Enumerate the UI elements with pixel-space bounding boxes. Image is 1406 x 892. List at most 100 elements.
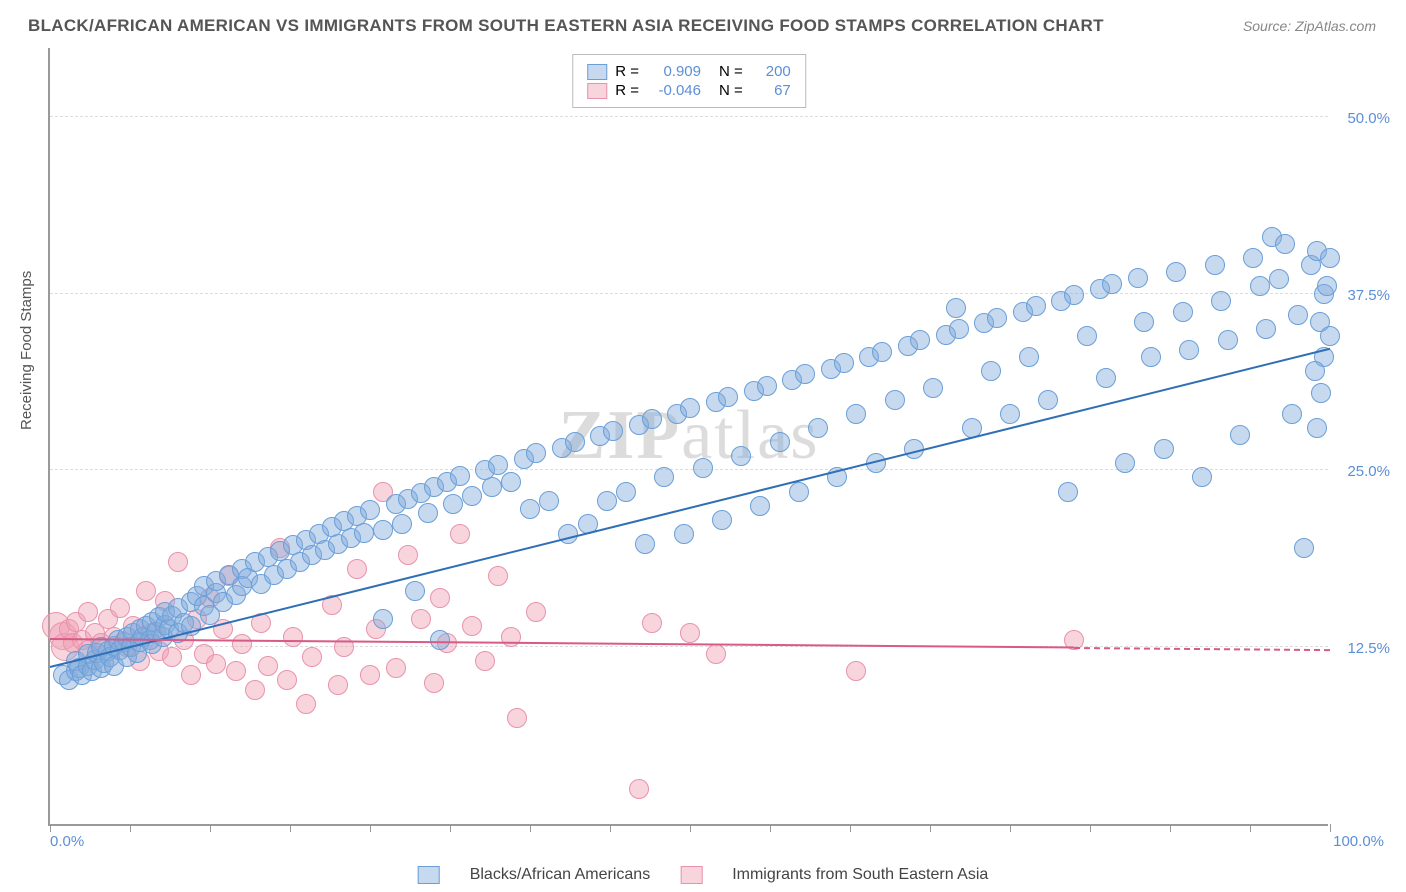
legend-label-blue: Blacks/African Americans [470,866,651,884]
y-tick-label: 12.5% [1347,640,1390,657]
scatter-point [718,387,738,407]
legend-swatch-pink [680,866,702,884]
scatter-point [1320,248,1340,268]
scatter-point [1211,291,1231,311]
scatter-point [1128,268,1148,288]
scatter-point [443,494,463,514]
scatter-point [1026,296,1046,316]
scatter-point [635,534,655,554]
x-tickmark [1010,824,1011,832]
x-tickmark [290,824,291,832]
y-tick-label: 37.5% [1347,287,1390,304]
scatter-point [654,467,674,487]
x-tickmark [610,824,611,832]
scatter-point [354,523,374,543]
scatter-point [558,524,578,544]
scatter-point [949,319,969,339]
scatter-point [347,559,367,579]
scatter-point [1311,383,1331,403]
scatter-point [706,644,726,664]
x-tickmark [1330,824,1331,832]
scatter-point [296,694,316,714]
scatter-point [1230,425,1250,445]
scatter-point [1307,418,1327,438]
scatter-point [283,627,303,647]
scatter-point [981,361,1001,381]
scatter-point [328,675,348,695]
scatter-point [277,670,297,690]
scatter-point [910,330,930,350]
scatter-point [1294,538,1314,558]
scatter-point [373,520,393,540]
scatter-point [1000,404,1020,424]
scatter-point [1058,482,1078,502]
x-tickmark [50,824,51,832]
scatter-point [398,545,418,565]
scatter-point [680,623,700,643]
scatter-point [789,482,809,502]
scatter-point [78,602,98,622]
scatter-point [110,598,130,618]
x-tickmark [930,824,931,832]
scatter-point [565,432,585,452]
scatter-point [1154,439,1174,459]
scatter-plot: ZIPatlas R = 0.909 N = 200 R = -0.046 N … [48,48,1328,826]
x-tickmark [1250,824,1251,832]
scatter-point [1166,262,1186,282]
scatter-point [462,616,482,636]
scatter-point [405,581,425,601]
scatter-point [206,654,226,674]
scatter-point [1141,347,1161,367]
swatch-pink [587,83,607,99]
x-tickmark [770,824,771,832]
scatter-point [1192,467,1212,487]
scatter-point [1275,234,1295,254]
scatter-point [418,503,438,523]
scatter-point [757,376,777,396]
scatter-point [539,491,559,511]
x-tickmark [850,824,851,832]
legend-label-pink: Immigrants from South Eastern Asia [732,866,988,884]
gridline [50,293,1328,294]
scatter-point [846,661,866,681]
scatter-point [1096,368,1116,388]
scatter-point [1317,276,1337,296]
x-tickmark [130,824,131,832]
stats-legend: R = 0.909 N = 200 R = -0.046 N = 67 [572,54,806,108]
scatter-point [629,779,649,799]
scatter-point [642,613,662,633]
scatter-point [946,298,966,318]
x-tickmark [690,824,691,832]
scatter-point [386,658,406,678]
scatter-point [1115,453,1135,473]
scatter-point [424,673,444,693]
source-text: Source: ZipAtlas.com [1243,18,1376,34]
scatter-point [1019,347,1039,367]
scatter-point [462,486,482,506]
scatter-point [450,466,470,486]
x-tickmark [450,824,451,832]
scatter-point [987,308,1007,328]
trend-line-dash [1074,647,1330,651]
legend-swatch-blue [418,866,440,884]
stats-row-pink: R = -0.046 N = 67 [587,82,791,99]
x-tickmark [370,824,371,832]
scatter-point [808,418,828,438]
scatter-point [1205,255,1225,275]
scatter-point [501,627,521,647]
scatter-point [885,390,905,410]
scatter-point [507,708,527,728]
scatter-point [302,647,322,667]
scatter-point [392,514,412,534]
y-tick-label: 50.0% [1347,110,1390,127]
scatter-point [1269,269,1289,289]
y-axis-label: Receiving Food Stamps [18,271,35,430]
bottom-legend: Blacks/African Americans Immigrants from… [418,866,989,884]
scatter-point [258,656,278,676]
scatter-point [181,665,201,685]
gridline [50,469,1328,470]
gridline [50,116,1328,117]
scatter-point [373,609,393,629]
scatter-point [1218,330,1238,350]
x-tickmark [530,824,531,832]
